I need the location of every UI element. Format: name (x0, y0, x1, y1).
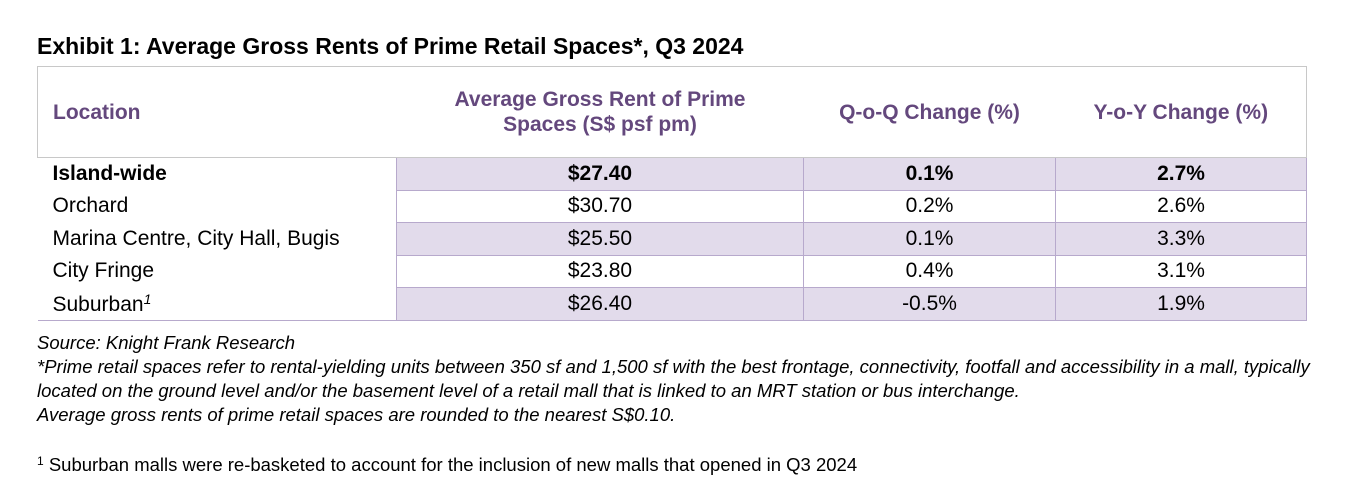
table-row: Island-wide $27.40 0.1% 2.7% (37, 157, 1307, 191)
table-row: Suburban1 $26.40 -0.5% 1.9% (37, 287, 1307, 321)
header-rent-line1: Average Gross Rent of Prime (454, 88, 746, 111)
footnote-number: 1 (37, 454, 44, 468)
header-location: Location (37, 66, 397, 158)
table-notes: Source: Knight Frank Research *Prime ret… (37, 331, 1370, 427)
table-row: City Fringe $23.80 0.4% 3.1% (38, 254, 1307, 288)
footnote-text: Suburban malls were re-basketed to accou… (43, 454, 858, 475)
exhibit-title: Exhibit 1: Average Gross Rents of Prime … (37, 33, 744, 59)
table-row: Orchard $30.70 0.2% 2.6% (38, 189, 1307, 223)
table-header-row: Location Average Gross Rent of Prime Spa… (37, 66, 1307, 158)
row-yoy: 3.3% (1055, 222, 1307, 256)
row-location-label: Suburban (52, 292, 144, 316)
definition-note: *Prime retail spaces refer to rental-yie… (37, 356, 1310, 401)
row-rent: $25.50 (396, 222, 804, 256)
header-qoq: Q-o-Q Change (%) (803, 66, 1056, 158)
row-yoy: 2.6% (1055, 189, 1307, 223)
row-rent: $23.80 (396, 254, 804, 288)
rents-table: Location Average Gross Rent of Prime Spa… (37, 66, 1307, 321)
row-qoq: 0.2% (803, 189, 1056, 223)
row-location: Island-wide (37, 157, 397, 190)
row-location: Orchard (52, 194, 129, 218)
row-yoy: 3.1% (1055, 254, 1307, 288)
rounding-note: Average gross rents of prime retail spac… (37, 404, 676, 425)
row-rent: $26.40 (396, 287, 804, 321)
row-location: City Fringe (52, 259, 155, 283)
footnote: 1 Suburban malls were re-basketed to acc… (37, 454, 857, 476)
header-rent: Average Gross Rent of Prime Spaces (S$ p… (396, 66, 804, 158)
row-location: Suburban1 (37, 287, 397, 321)
source-note: Source: Knight Frank Research (37, 332, 296, 353)
header-yoy: Y-o-Y Change (%) (1055, 66, 1307, 158)
header-rent-line2: Spaces (S$ psf pm) (503, 113, 697, 136)
row-yoy: 2.7% (1055, 157, 1307, 191)
row-qoq: 0.1% (803, 222, 1056, 256)
footnote-marker: 1 (143, 290, 152, 307)
row-qoq: 0.1% (803, 157, 1056, 191)
row-yoy: 1.9% (1055, 287, 1307, 321)
row-qoq: 0.4% (803, 254, 1056, 288)
row-location: Marina Centre, City Hall, Bugis (52, 226, 340, 250)
row-rent: $30.70 (396, 189, 804, 223)
row-qoq: -0.5% (803, 287, 1056, 321)
row-rent: $27.40 (396, 157, 804, 191)
table-row: Marina Centre, City Hall, Bugis $25.50 0… (38, 222, 1307, 256)
